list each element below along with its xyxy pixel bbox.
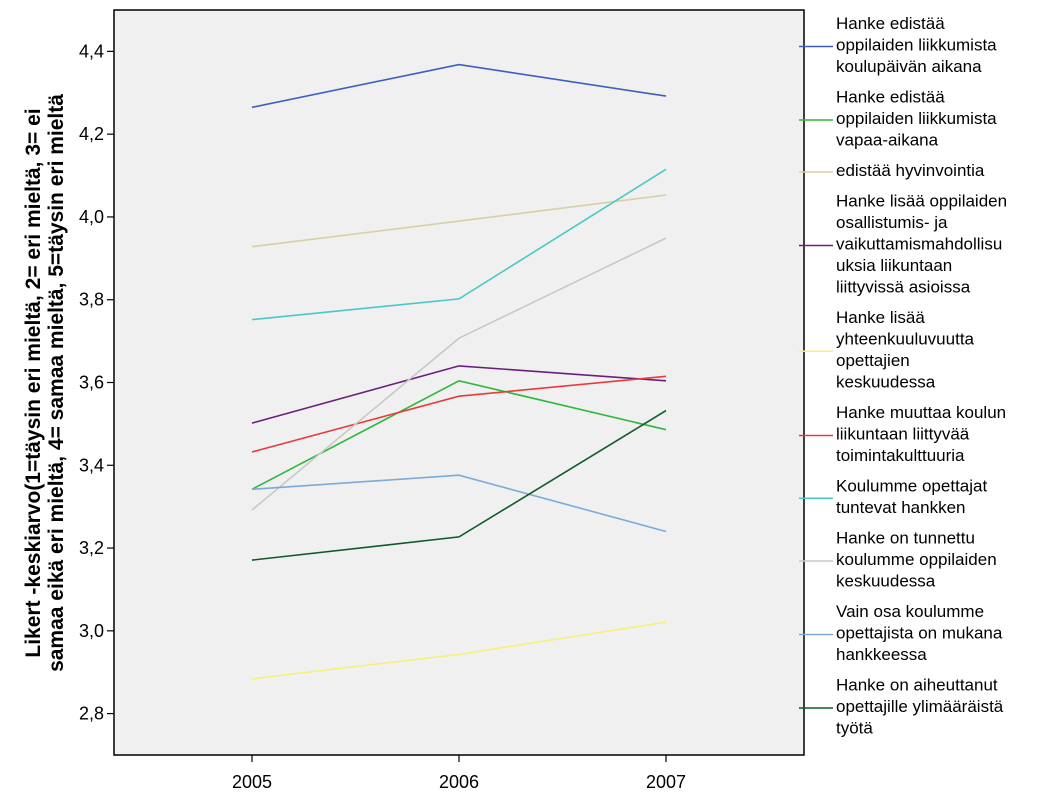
legend-label: vaikuttamismahdollisu bbox=[836, 235, 1002, 254]
legend-item: edistää hyvinvointia bbox=[799, 161, 985, 180]
legend-label: yhteenkuuluvuutta bbox=[836, 330, 975, 349]
y-tick-label: 3,2 bbox=[79, 538, 104, 558]
legend-label: Vain osa koulumme bbox=[836, 602, 984, 621]
series-line bbox=[251, 375, 667, 453]
legend-label: keskuudessa bbox=[836, 373, 936, 392]
legend-item: Hanke on aiheuttanut opettajille ylimäärä… bbox=[799, 676, 1004, 738]
series-lines bbox=[251, 63, 667, 680]
y-tick-label: 3,0 bbox=[79, 621, 104, 641]
legend-label: opettajille ylimääräistä bbox=[836, 697, 1004, 716]
series-line bbox=[251, 194, 667, 248]
legend-item: Hanke edistää oppilaiden liikkumista koulu… bbox=[799, 14, 997, 76]
legend-label: Hanke edistää bbox=[836, 14, 945, 33]
legend-label: osallistumis- ja bbox=[836, 213, 948, 232]
legend-item: Koulumme opettajat tuntevat hankken bbox=[799, 477, 987, 517]
legend-label: työtä bbox=[836, 719, 873, 738]
series-line bbox=[251, 168, 667, 321]
legend-item: Hanke muuttaa koulun liikuntaan liittyvää… bbox=[799, 403, 1006, 465]
x-tick-label: 2007 bbox=[646, 772, 686, 792]
x-tick-label: 2006 bbox=[439, 772, 479, 792]
legend-label: oppilaiden liikkumista bbox=[836, 36, 997, 55]
x-axis: 2005 2006 2007 bbox=[232, 755, 686, 792]
y-tick-label: 2,8 bbox=[79, 704, 104, 724]
y-axis-label-line: samaa eikä eri mieltä, 4= samaa mieltä, … bbox=[45, 94, 68, 672]
legend-label: opettajien bbox=[836, 351, 910, 370]
legend-label: uksia liikuntaan bbox=[836, 256, 952, 275]
x-tick-label: 2005 bbox=[232, 772, 272, 792]
y-tick-label: 3,6 bbox=[79, 373, 104, 393]
legend-label: Hanke on aiheuttanut bbox=[836, 676, 998, 695]
legend-label: Hanke edistää bbox=[836, 88, 945, 107]
legend-label: tuntevat hankken bbox=[836, 498, 965, 517]
legend-label: Hanke on tunnettu bbox=[836, 529, 975, 548]
legend-label: toimintakulttuuria bbox=[836, 446, 965, 465]
y-tick-label: 4,2 bbox=[79, 124, 104, 144]
legend-label: keskuudessa bbox=[836, 572, 936, 591]
legend-label: liikuntaan liittyvää bbox=[836, 425, 970, 444]
legend-label: Hanke muuttaa koulun bbox=[836, 403, 1006, 422]
legend-label: hankkeessa bbox=[836, 645, 927, 664]
legend-label: koulumme oppilaiden bbox=[836, 550, 997, 569]
legend-label: koulupäivän aikana bbox=[836, 57, 982, 76]
legend-item: Vain osa koulumme opettajista on mukana ha… bbox=[799, 602, 1003, 664]
y-tick-label: 3,8 bbox=[79, 290, 104, 310]
series-line bbox=[251, 237, 667, 511]
y-tick-label: 4,4 bbox=[79, 41, 104, 61]
legend-label: Hanke lisää bbox=[836, 308, 925, 327]
y-axis-label: Likert -keskiarvo(1=täysin eri mieltä, 2… bbox=[22, 94, 68, 672]
y-axis: 2,8 3,0 3,2 3,4 3,6 3,8 4,0 4,2 4,4 bbox=[79, 41, 114, 724]
series-line bbox=[251, 621, 667, 680]
legend-item: Hanke on tunnettu koulumme oppilaiden kesk… bbox=[799, 529, 997, 591]
legend-label: oppilaiden liikkumista bbox=[836, 109, 997, 128]
legend-label: Hanke lisää oppilaiden bbox=[836, 192, 1007, 211]
legend-label: edistää hyvinvointia bbox=[836, 161, 985, 180]
legend-label: opettajista on mukana bbox=[836, 624, 1003, 643]
series-line bbox=[251, 474, 667, 533]
legend-label: vapaa-aikana bbox=[836, 131, 939, 150]
y-tick-label: 3,4 bbox=[79, 455, 104, 475]
legend: Hanke edistää oppilaiden liikkumista koulu… bbox=[799, 14, 1007, 738]
legend-item: Hanke lisää oppilaiden osallistumis- ja va… bbox=[799, 192, 1007, 297]
legend-item: Hanke edistää oppilaiden liikkumista vapaa… bbox=[799, 88, 997, 150]
series-line bbox=[251, 409, 667, 561]
legend-label: Koulumme opettajat bbox=[836, 477, 987, 496]
y-tick-label: 4,0 bbox=[79, 207, 104, 227]
y-axis-label-line: Likert -keskiarvo(1=täysin eri mieltä, 2… bbox=[22, 108, 45, 657]
legend-item: Hanke lisää yhteenkuuluvuutta opettajien ke… bbox=[799, 308, 975, 392]
series-line bbox=[251, 63, 667, 109]
plot-area bbox=[113, 9, 805, 756]
legend-label: liittyvissä asioissa bbox=[836, 278, 971, 297]
series-line bbox=[251, 365, 667, 424]
